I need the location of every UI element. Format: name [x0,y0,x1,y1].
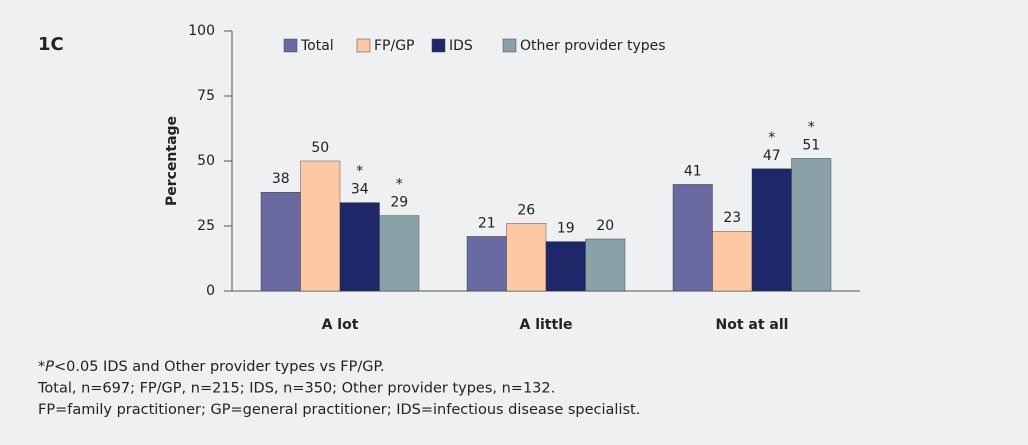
value-label: 34 [351,182,369,198]
legend-swatch [283,38,298,53]
footnote-part: P [45,359,54,375]
value-label: 19 [557,221,575,237]
footnote: *P<0.05 IDS and Other provider types vs … [38,359,385,375]
x-tick-label: Not at all [716,317,789,333]
y-tick-label: 25 [197,218,215,234]
x-tick-label: A lot [322,317,359,333]
bar [260,191,301,292]
bar [545,241,586,292]
bar [751,168,792,292]
significance-marker: * [768,130,775,146]
value-label: 51 [802,137,820,153]
x-tick-label: A little [520,317,573,333]
value-label: 20 [596,218,614,234]
bar [379,215,420,292]
value-label: 29 [390,195,408,211]
legend-label: Other provider types [520,38,666,54]
footnote: FP=family practitioner; GP=general pract… [38,402,640,418]
y-tick-label: 100 [188,23,215,39]
legend-label: Total [300,38,334,54]
bar [466,236,507,292]
legend-label: FP/GP [374,38,415,54]
bar [339,202,380,292]
significance-marker: * [808,119,815,135]
value-label: 38 [272,171,290,187]
panel-label: 1C [38,34,64,55]
bar [585,238,626,292]
significance-marker: * [356,164,363,180]
legend-swatch [431,38,446,53]
bar [791,158,832,292]
y-tick-label: 0 [206,283,215,299]
bar [712,230,753,292]
value-label: 47 [763,148,781,164]
y-tick-label: 75 [197,88,215,104]
value-label: 23 [723,210,741,226]
footnote-part: FP=family practitioner; GP=general pract… [38,402,640,418]
value-label: 26 [517,202,535,218]
value-label: 50 [311,140,329,156]
legend-swatch [502,38,517,53]
bar [672,184,713,292]
footnote-part: Total, n=697; FP/GP, n=215; IDS, n=350; … [37,381,555,397]
footnote: Total, n=697; FP/GP, n=215; IDS, n=350; … [37,381,555,397]
value-label: 21 [478,215,496,231]
footnote-part: * [38,359,45,375]
footnote-part: <0.05 IDS and Other provider types vs FP… [54,359,385,375]
significance-marker: * [396,177,403,193]
y-axis-label: Percentage [164,116,180,206]
bar [300,160,341,292]
bar [506,223,547,292]
legend-swatch [356,38,371,53]
legend-label: IDS [449,38,473,54]
y-tick-label: 50 [197,153,215,169]
value-label: 41 [684,163,702,179]
